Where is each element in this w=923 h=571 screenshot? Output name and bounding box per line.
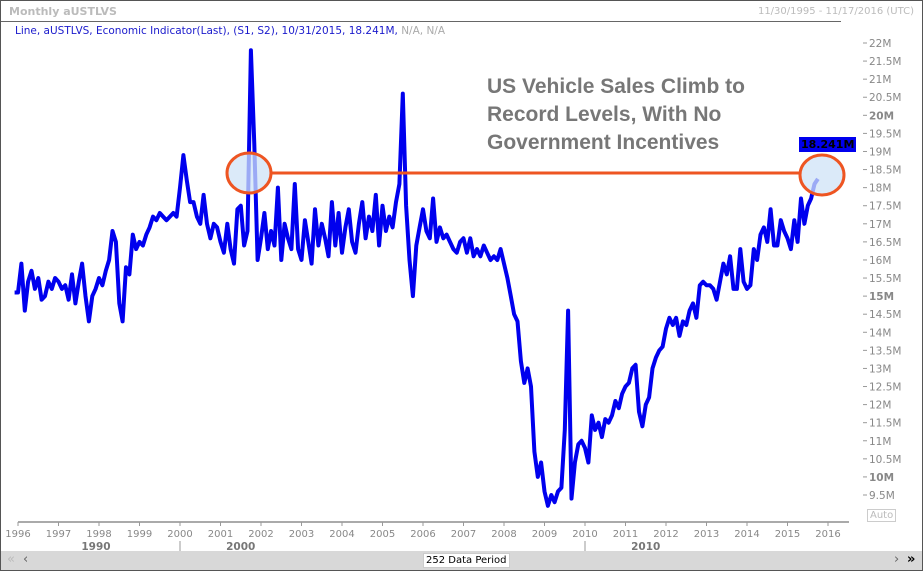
x-tick-label: 1997 — [46, 529, 71, 540]
x-tick-label: 2004 — [329, 529, 354, 540]
x-tick-label: 2014 — [734, 529, 759, 540]
x-tick-label: 2002 — [248, 529, 273, 540]
y-tick-label: 17M — [869, 219, 891, 231]
y-tick-label: 9.5M — [869, 490, 895, 502]
double-chevron-left-icon[interactable]: « — [7, 552, 15, 567]
y-tick-label: 22M — [869, 38, 891, 50]
y-tick-label: 16M — [869, 255, 891, 267]
x-tick-label: 2008 — [491, 529, 516, 540]
x-tick-label: 2010 — [572, 529, 597, 540]
x-tick-label: 2013 — [694, 529, 719, 540]
y-tick-label: 21M — [869, 74, 891, 86]
auto-scale-button[interactable]: Auto — [867, 509, 897, 522]
x-tick-label: 2005 — [370, 529, 395, 540]
current-value-label: 18.241M — [799, 137, 857, 152]
chevron-left-icon[interactable]: ‹ — [23, 552, 29, 567]
y-tick-label: 19M — [869, 146, 891, 158]
y-tick-label: 14M — [869, 327, 891, 339]
y-tick-label: 21.5M — [869, 56, 901, 68]
x-tick-label: 2006 — [410, 529, 435, 540]
decade-label: 2010 — [631, 541, 660, 551]
header-divider — [1, 21, 841, 22]
annotation-text-line: Record Levels, With No — [487, 103, 721, 126]
x-tick-label: 2016 — [815, 529, 840, 540]
x-tick-label: 2009 — [532, 529, 557, 540]
x-tick-label: 2015 — [775, 529, 800, 540]
y-tick-label: 13M — [869, 363, 891, 375]
legend-na: N/A, N/A — [401, 25, 446, 37]
y-tick-label: 18M — [869, 183, 891, 195]
y-tick-label: 16.5M — [869, 237, 901, 249]
y-tick-label: 12M — [869, 400, 891, 412]
highlight-circle-2015 — [798, 153, 846, 197]
highlight-circle-2001 — [225, 151, 273, 195]
x-tick-label: 2003 — [289, 529, 314, 540]
legend-text: Line, aUSTLVS, Economic Indicator(Last),… — [15, 25, 398, 37]
y-tick-label: 15.5M — [869, 273, 901, 285]
x-tick-label: 1999 — [127, 529, 152, 540]
chart-title: Monthly aUSTLVS — [9, 5, 117, 18]
chevron-right-icon[interactable]: › — [894, 552, 900, 567]
y-tick-label: 14.5M — [869, 309, 901, 321]
y-tick-label: 11M — [869, 436, 891, 448]
double-chevron-right-icon[interactable]: » — [907, 552, 916, 567]
decade-label: 1990 — [81, 541, 110, 551]
date-range: 11/30/1995 - 11/17/2016 (UTC) — [757, 6, 914, 17]
y-tick-label: 10.5M — [869, 454, 901, 466]
annotation-text-line: Government Incentives — [487, 131, 719, 154]
x-tick-label: 1998 — [86, 529, 111, 540]
series-legend[interactable]: Line, aUSTLVS, Economic Indicator(Last),… — [15, 25, 445, 37]
series-line-austlvs — [14, 48, 820, 508]
x-tick-label: 2012 — [653, 529, 678, 540]
x-tick-label: 2011 — [613, 529, 638, 540]
x-tick-label: 2000 — [167, 529, 192, 540]
annotation-text-line: US Vehicle Sales Climb to — [487, 75, 745, 98]
y-tick-label: 18.5M — [869, 165, 901, 177]
y-tick-label: 12.5M — [869, 382, 901, 394]
y-tick-label: 17.5M — [869, 201, 901, 213]
y-tick-label: 20M — [869, 110, 894, 122]
data-period-label: 252 Data Period — [423, 553, 510, 568]
y-tick-label: 10M — [869, 472, 894, 484]
y-tick-label: 19.5M — [869, 128, 901, 140]
y-tick-label: 20.5M — [869, 92, 901, 104]
y-tick-label: 13.5M — [869, 345, 901, 357]
y-tick-label: 15M — [869, 291, 894, 303]
time-scrollbar[interactable]: « ‹ 252 Data Period › » — [1, 551, 922, 570]
x-tick-label: 2001 — [208, 529, 233, 540]
x-tick-label: 1996 — [5, 529, 30, 540]
x-tick-label: 2007 — [451, 529, 476, 540]
decade-label: 2000 — [226, 541, 255, 551]
y-tick-label: 11.5M — [869, 418, 901, 430]
chart-plot[interactable]: 22M 21.5M 21M 20.5M 20M 19.5M 19M 18.5M 18M 17.5M… — [1, 1, 922, 551]
